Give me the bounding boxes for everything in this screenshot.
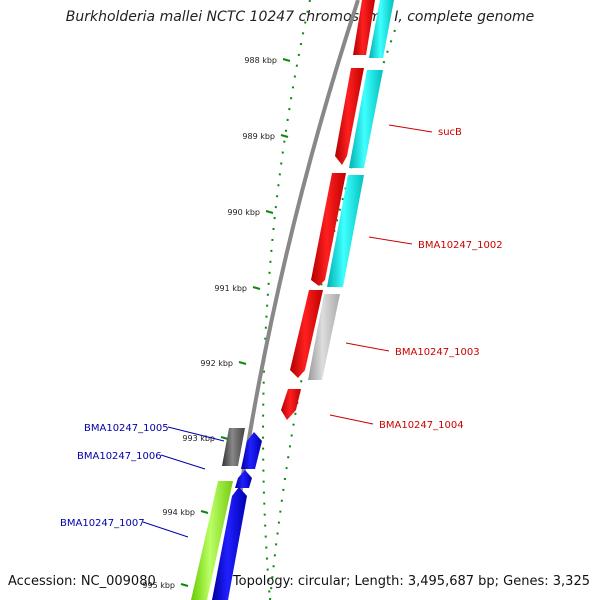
leader-1006	[160, 454, 206, 470]
gene-cds-1006-a[interactable]	[241, 432, 262, 469]
ruler-tick	[238, 361, 247, 365]
ruler-dotted-arc	[262, 0, 311, 600]
leader-1004	[329, 414, 374, 425]
map-title: Burkholderia mallei NCTC 10247 chromosom…	[65, 9, 535, 25]
gene-cds-1006-b[interactable]	[235, 470, 252, 488]
label-leaders	[142, 124, 433, 538]
gene-label-1007[interactable]: BMA10247_1007	[60, 518, 145, 529]
gene-label-sucb[interactable]: sucB	[438, 127, 462, 138]
gene-label-1003[interactable]: BMA10247_1003	[395, 347, 480, 358]
ruler-tick-label: 992 kbp	[200, 359, 233, 368]
leader-1002	[368, 236, 413, 245]
gene-cds-1003[interactable]	[290, 290, 323, 378]
forward-cds-track	[191, 428, 262, 600]
ruler-tick-label: 993 kbp	[182, 434, 215, 443]
gene-labels: sucB BMA10247_1002 BMA10247_1003 BMA1024…	[60, 127, 503, 529]
ruler-tick-label: 988 kbp	[244, 56, 277, 65]
gene-label-1006[interactable]: BMA10247_1006	[77, 451, 162, 462]
ruler-tick	[282, 58, 291, 62]
aux-feature-green[interactable]	[191, 481, 233, 600]
gene-cds-sucb-upper[interactable]	[353, 0, 375, 55]
gene-label-1004[interactable]: BMA10247_1004	[379, 420, 464, 431]
aux-feature-2[interactable]	[349, 70, 383, 168]
ruler-tick	[200, 510, 209, 514]
leader-1007	[142, 521, 189, 538]
grey-feature[interactable]	[308, 294, 340, 380]
aux-feature-1[interactable]	[369, 0, 394, 58]
topology-text: Topology: circular; Length: 3,495,687 bp…	[232, 574, 590, 589]
ruler-tick	[280, 134, 289, 138]
ruler: 988 kbp 989 kbp 990 kbp 991 kbp 992 kbp 993 k…	[142, 0, 396, 600]
ruler-tick-label: 994 kbp	[162, 508, 195, 517]
gene-cds-sucb[interactable]	[335, 68, 364, 165]
gene-label-1002[interactable]: BMA10247_1002	[418, 240, 503, 251]
gene-cds-1004[interactable]	[281, 389, 301, 420]
aux-feature-3[interactable]	[327, 175, 364, 287]
ruler-tick	[252, 286, 261, 290]
gene-cds-1002[interactable]	[311, 173, 346, 286]
gene-cds-1005[interactable]	[222, 428, 245, 466]
gene-cds-1007[interactable]	[212, 487, 247, 600]
reverse-aux-track	[308, 0, 394, 380]
ruler-tick-label: 995 kbp	[142, 581, 175, 590]
ruler-tick	[180, 583, 189, 587]
ruler-tick-label: 990 kbp	[227, 208, 260, 217]
ruler-tick	[220, 436, 229, 440]
leader-1005	[167, 426, 225, 442]
leader-sucb	[388, 124, 433, 133]
gene-label-1005[interactable]: BMA10247_1005	[84, 423, 169, 434]
reverse-cds-track	[281, 0, 375, 420]
leader-1003	[345, 342, 390, 352]
ruler-tick-label: 989 kbp	[242, 132, 275, 141]
accession-text: Accession: NC_009080	[8, 574, 156, 589]
ruler-tick-label: 991 kbp	[214, 284, 247, 293]
ruler-tick	[265, 210, 274, 214]
